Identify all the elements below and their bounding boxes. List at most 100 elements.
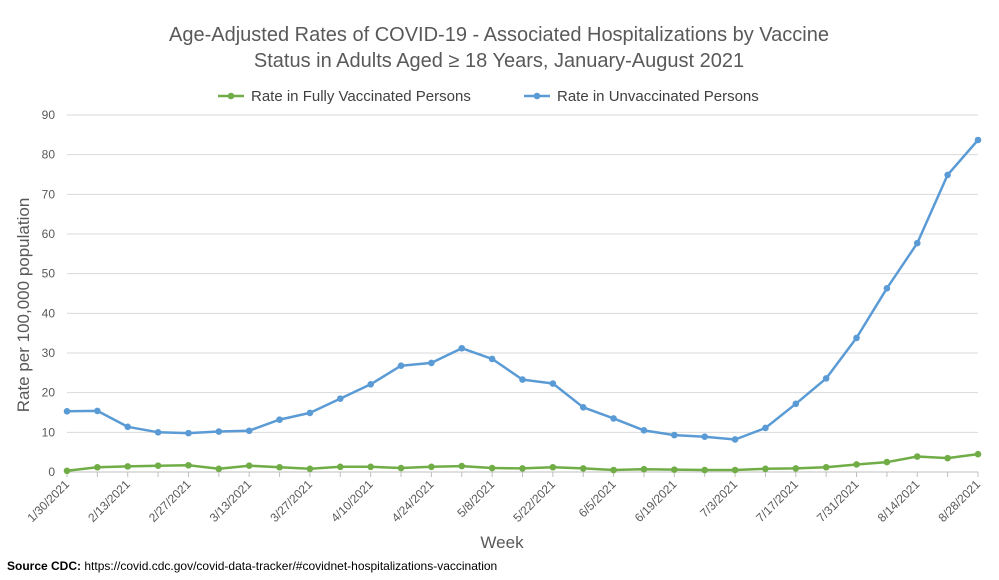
- data-point-vaccinated-15: [519, 465, 526, 472]
- data-point-unvaccinated-21: [701, 433, 708, 440]
- legend-marker-dot-unvaccinated: [533, 92, 541, 100]
- data-point-vaccinated-13: [458, 462, 466, 470]
- data-point-unvaccinated-6: [245, 427, 253, 435]
- x-tick-label-8: 5/22/2021: [510, 477, 558, 525]
- y-tick-label-20: 20: [42, 386, 56, 400]
- x-tick-label-14: 8/14/2021: [875, 477, 923, 525]
- source-url[interactable]: https://covid.cdc.gov/covid-data-tracker…: [84, 559, 498, 573]
- y-tick-label-90: 90: [42, 108, 56, 122]
- legend-item-unvaccinated[interactable]: Rate in Unvaccinated Persons: [524, 88, 759, 105]
- x-tick-label-13: 7/31/2021: [814, 477, 862, 525]
- data-point-unvaccinated-28: [913, 239, 921, 247]
- x-tick-label-11: 7/3/2021: [697, 477, 740, 520]
- chart-title-line-1: Age-Adjusted Rates of COVID-19 - Associa…: [169, 24, 829, 46]
- chart-title-line-2: Status in Adults Aged ≥ 18 Years, Januar…: [254, 50, 744, 72]
- data-point-vaccinated-4: [185, 461, 192, 469]
- data-point-vaccinated-6: [245, 462, 253, 469]
- data-point-vaccinated-2: [124, 463, 132, 470]
- data-point-unvaccinated-26: [853, 334, 860, 342]
- data-point-unvaccinated-29: [944, 171, 951, 179]
- x-axis-ticks: 1/30/2021 2/13/2021 2/27/2021 3/13/2021 3/27…: [24, 477, 983, 525]
- legend-label-vaccinated: Rate in Fully Vaccinated Persons: [251, 88, 471, 105]
- x-tick-label-15: 8/28/2021: [935, 477, 983, 525]
- data-point-vaccinated-22: [731, 466, 739, 474]
- x-tick-label-0: 1/30/2021: [24, 477, 72, 525]
- x-tick-label-7: 5/8/2021: [454, 477, 497, 520]
- source-label: Source CDC:: [7, 559, 82, 573]
- data-point-vaccinated-12: [428, 463, 435, 471]
- data-point-vaccinated-29: [944, 454, 951, 462]
- y-axis-ticks: 0 10 20 30 40 50 60 70 80 90: [42, 108, 56, 479]
- x-tick-label-12: 7/17/2021: [753, 477, 801, 525]
- data-point-vaccinated-5: [215, 465, 223, 473]
- source-note: Source CDC: https://covid.cdc.gov/covid-…: [7, 559, 497, 573]
- data-point-unvaccinated-11: [397, 362, 405, 369]
- data-point-vaccinated-23: [762, 465, 769, 473]
- data-point-unvaccinated-13: [458, 344, 466, 352]
- series-vaccinated: [63, 450, 982, 475]
- data-point-vaccinated-21: [701, 466, 708, 474]
- data-point-unvaccinated-20: [671, 431, 678, 439]
- data-point-unvaccinated-30: [974, 136, 982, 144]
- series-unvaccinated: [63, 136, 982, 443]
- data-point-vaccinated-16: [549, 463, 557, 471]
- data-point-unvaccinated-18: [610, 415, 617, 422]
- x-axis: [66, 471, 979, 477]
- data-point-vaccinated-3: [154, 462, 162, 469]
- data-point-unvaccinated-1: [94, 407, 101, 415]
- data-point-unvaccinated-2: [124, 423, 132, 431]
- y-tick-label-80: 80: [42, 148, 56, 162]
- y-tick-label-40: 40: [42, 306, 56, 320]
- data-point-unvaccinated-12: [428, 359, 435, 367]
- legend-marker-dot-vaccinated: [227, 92, 235, 100]
- data-point-vaccinated-26: [853, 461, 860, 468]
- data-point-vaccinated-18: [610, 466, 617, 474]
- data-point-vaccinated-0: [63, 467, 71, 475]
- data-point-unvaccinated-7: [276, 416, 283, 423]
- x-tick-label-10: 6/19/2021: [632, 477, 680, 525]
- data-point-unvaccinated-24: [792, 400, 800, 408]
- legend-item-vaccinated[interactable]: Rate in Fully Vaccinated Persons: [218, 88, 471, 105]
- data-point-vaccinated-1: [94, 463, 101, 471]
- data-point-unvaccinated-0: [63, 408, 71, 415]
- gridlines: [67, 114, 978, 433]
- data-point-unvaccinated-17: [579, 404, 587, 411]
- y-tick-label-60: 60: [42, 227, 56, 241]
- data-point-vaccinated-30: [974, 450, 982, 458]
- data-point-unvaccinated-14: [488, 355, 496, 363]
- data-point-unvaccinated-10: [367, 381, 374, 388]
- data-point-vaccinated-9: [337, 463, 344, 471]
- y-tick-label-30: 30: [42, 346, 56, 360]
- x-tick-label-3: 3/13/2021: [207, 477, 255, 525]
- data-point-unvaccinated-19: [640, 427, 648, 434]
- data-point-vaccinated-27: [883, 458, 891, 466]
- data-point-unvaccinated-16: [549, 380, 557, 387]
- data-point-unvaccinated-3: [154, 429, 162, 436]
- data-point-vaccinated-11: [397, 464, 405, 472]
- y-axis-label: Rate per 100,000 population: [14, 198, 33, 413]
- x-tick-label-5: 4/10/2021: [328, 477, 376, 525]
- x-tick-label-1: 2/13/2021: [85, 477, 133, 525]
- data-point-vaccinated-25: [822, 463, 830, 471]
- data-point-vaccinated-17: [579, 465, 587, 472]
- data-point-vaccinated-19: [640, 465, 648, 473]
- x-tick-label-4: 3/27/2021: [267, 477, 315, 525]
- data-point-unvaccinated-15: [519, 376, 526, 383]
- y-tick-label-10: 10: [42, 425, 56, 439]
- data-point-vaccinated-7: [276, 463, 283, 471]
- data-point-vaccinated-28: [913, 453, 921, 460]
- x-axis-label: Week: [480, 533, 524, 552]
- data-point-unvaccinated-8: [306, 409, 314, 417]
- legend: Rate in Fully Vaccinated Persons Rate in…: [218, 88, 759, 105]
- x-tick-label-6: 4/24/2021: [389, 477, 437, 525]
- data-point-unvaccinated-4: [185, 429, 192, 437]
- series-layer: [63, 136, 982, 475]
- x-tick-label-2: 2/27/2021: [146, 477, 194, 525]
- data-point-vaccinated-24: [792, 465, 800, 472]
- data-point-unvaccinated-5: [215, 428, 223, 435]
- data-point-vaccinated-20: [671, 466, 678, 473]
- data-point-unvaccinated-22: [731, 436, 739, 443]
- y-tick-label-70: 70: [42, 187, 56, 201]
- legend-label-unvaccinated: Rate in Unvaccinated Persons: [557, 88, 759, 105]
